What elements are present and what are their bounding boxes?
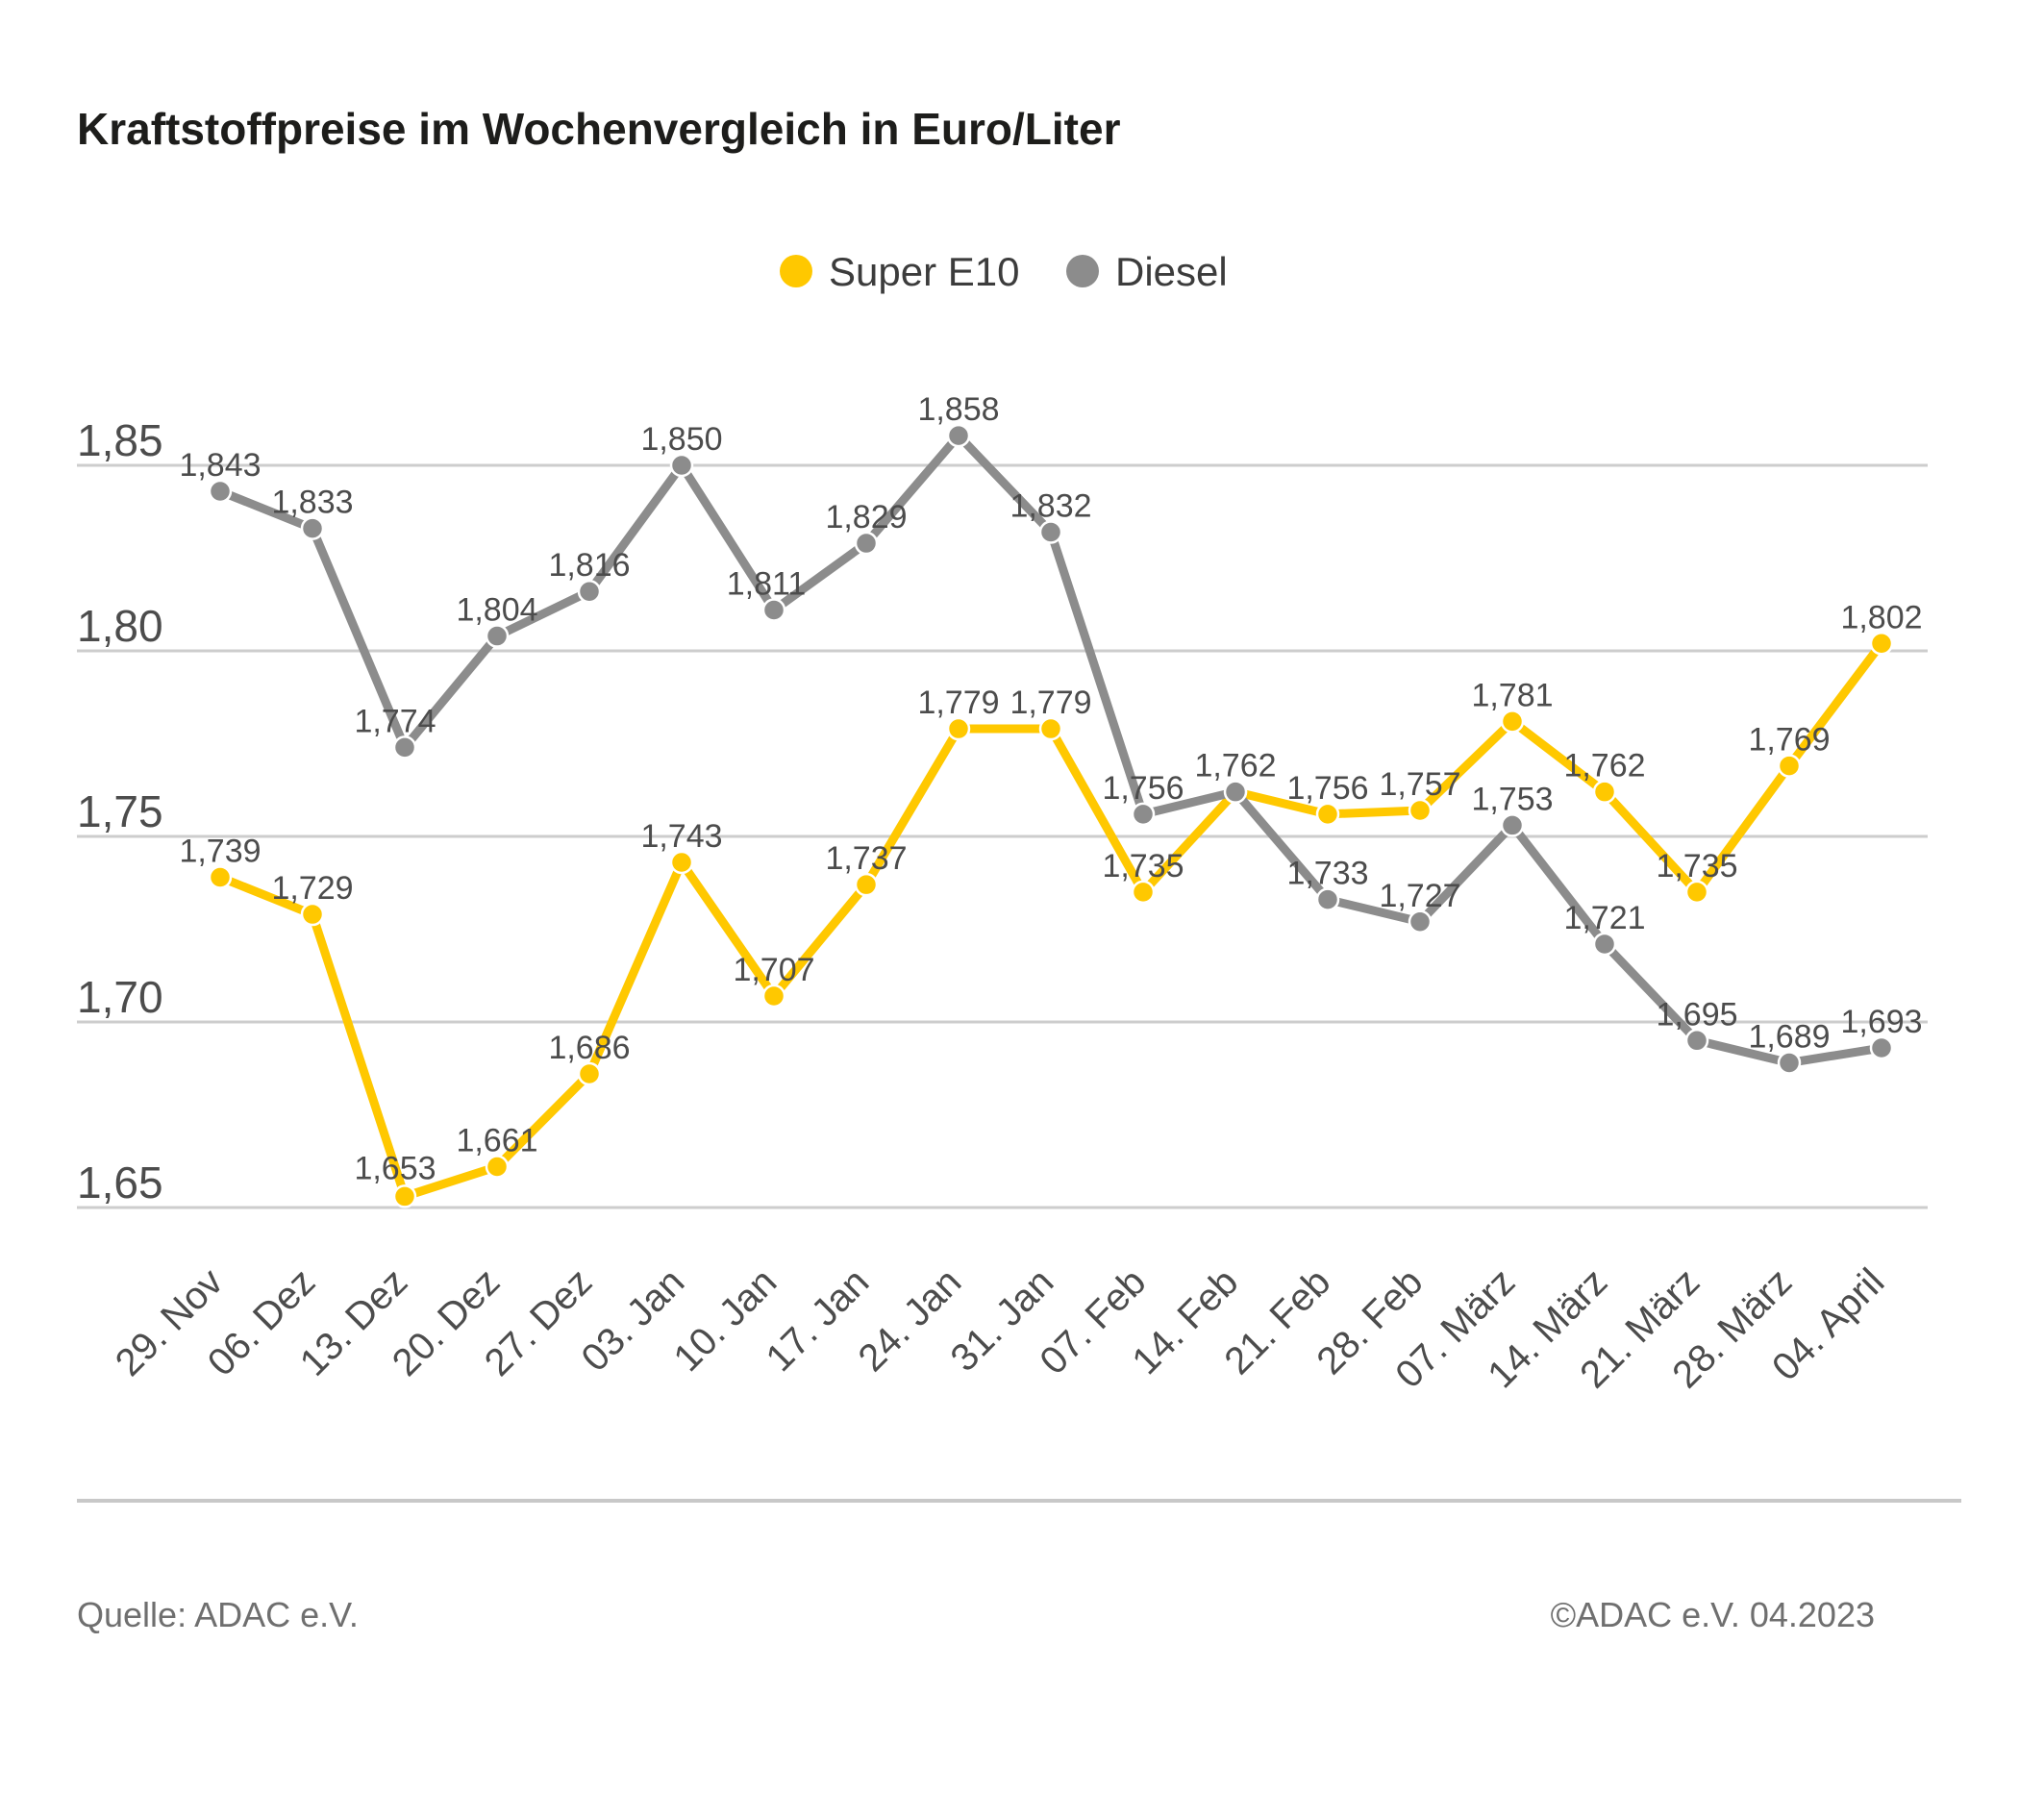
diesel-data-point bbox=[1592, 932, 1617, 957]
y-tick-label: 1,85 bbox=[77, 415, 163, 465]
data-point-label: 1,743 bbox=[640, 818, 722, 855]
diesel-data-point bbox=[1869, 1035, 1894, 1060]
data-point-label: 1,762 bbox=[1194, 748, 1276, 784]
data-point-label: 1,832 bbox=[1010, 487, 1091, 524]
diesel-data-point bbox=[1038, 520, 1063, 544]
super-e10-data-point bbox=[1500, 710, 1525, 734]
y-tick-label: 1,70 bbox=[77, 972, 163, 1022]
data-point-label: 1,739 bbox=[179, 833, 261, 869]
diesel-data-point bbox=[1777, 1051, 1802, 1075]
data-point-label: 1,781 bbox=[1471, 677, 1553, 713]
data-series bbox=[208, 423, 1894, 1208]
y-tick-label: 1,75 bbox=[77, 786, 163, 836]
diesel-data-point bbox=[854, 531, 879, 556]
diesel-marker-icon bbox=[1066, 255, 1099, 287]
super-e10-data-point bbox=[669, 850, 694, 875]
data-point-label: 1,707 bbox=[733, 952, 814, 988]
data-point-label: 1,756 bbox=[1102, 770, 1184, 807]
x-tick-label: 24. Jan bbox=[850, 1260, 969, 1380]
legend: Super E10 Diesel bbox=[780, 249, 1228, 294]
diesel-data-point bbox=[1131, 802, 1156, 827]
data-point-label: 1,829 bbox=[825, 499, 907, 535]
data-point-label: 1,850 bbox=[640, 421, 722, 458]
super-e10-data-point bbox=[208, 865, 233, 889]
data-point-label: 1,686 bbox=[548, 1030, 630, 1066]
diesel-data-point bbox=[946, 423, 971, 448]
diesel-data-point bbox=[577, 579, 602, 604]
data-point-label: 1,802 bbox=[1840, 599, 1922, 635]
super-e10-data-point bbox=[300, 902, 325, 927]
data-point-label: 1,756 bbox=[1286, 770, 1368, 807]
x-tick-label: 03. Jan bbox=[573, 1260, 692, 1380]
super-e10-data-point bbox=[577, 1061, 602, 1086]
x-tick-label: 17. Jan bbox=[758, 1260, 877, 1380]
super-e10-data-point bbox=[1592, 780, 1617, 804]
diesel-data-point bbox=[669, 453, 694, 478]
super-e10-marker-icon bbox=[780, 255, 812, 287]
super-e10-data-point bbox=[1777, 754, 1802, 778]
legend-label-super-e10: Super E10 bbox=[829, 249, 1019, 294]
data-point-label: 1,661 bbox=[456, 1123, 537, 1159]
data-point-label: 1,695 bbox=[1656, 996, 1737, 1033]
diesel-data-point bbox=[1315, 887, 1340, 911]
data-point-label: 1,858 bbox=[917, 391, 999, 428]
data-point-label: 1,769 bbox=[1748, 722, 1830, 759]
data-point-label: 1,804 bbox=[456, 592, 537, 629]
y-axis-tick-labels: 1,85 1,80 1,75 1,70 1,65 bbox=[77, 415, 163, 1208]
y-tick-label: 1,65 bbox=[77, 1158, 163, 1208]
data-point-label: 1,757 bbox=[1379, 766, 1460, 803]
data-point-label: 1,779 bbox=[917, 685, 999, 721]
data-point-label: 1,729 bbox=[271, 870, 353, 907]
super-e10-data-point bbox=[1315, 802, 1340, 827]
super-e10-data-point bbox=[761, 984, 786, 1009]
data-point-label: 1,727 bbox=[1379, 878, 1460, 914]
source-note: Quelle: ADAC e.V. bbox=[77, 1595, 359, 1634]
diesel-data-point bbox=[1500, 813, 1525, 837]
data-point-label: 1,733 bbox=[1286, 856, 1368, 892]
data-point-label: 1,653 bbox=[354, 1150, 436, 1186]
super-e10-data-point bbox=[1131, 880, 1156, 905]
data-point-label: 1,721 bbox=[1563, 900, 1645, 936]
super-e10-data-point bbox=[1038, 716, 1063, 741]
diesel-data-point bbox=[485, 624, 510, 648]
super-e10-data-point bbox=[854, 872, 879, 897]
data-point-label: 1,737 bbox=[825, 840, 907, 877]
super-e10-data-point bbox=[946, 716, 971, 741]
diesel-data-point bbox=[392, 735, 417, 760]
y-tick-label: 1,80 bbox=[77, 601, 163, 651]
data-point-label: 1,762 bbox=[1563, 748, 1645, 784]
legend-label-diesel: Diesel bbox=[1115, 249, 1228, 294]
data-point-label: 1,735 bbox=[1102, 848, 1184, 884]
gridlines bbox=[77, 463, 1928, 1209]
diesel-data-point bbox=[1408, 909, 1433, 934]
diesel-data-point bbox=[300, 516, 325, 540]
data-point-label: 1,811 bbox=[727, 566, 807, 603]
copyright-note: ©ADAC e.V. 04.2023 bbox=[1551, 1595, 1875, 1634]
chart-title: Kraftstoffpreise im Wochenvergleich in E… bbox=[77, 104, 1121, 154]
super-e10-data-point bbox=[485, 1155, 510, 1179]
data-point-label: 1,816 bbox=[548, 547, 630, 584]
data-point-labels: 1,739 1,729 1,653 1,661 1,686 1,743 1,707 1,737… bbox=[179, 391, 1922, 1186]
super-e10-data-point bbox=[1408, 798, 1433, 823]
data-point-label: 1,735 bbox=[1656, 848, 1737, 884]
data-point-label: 1,693 bbox=[1840, 1004, 1922, 1040]
data-point-label: 1,833 bbox=[271, 485, 353, 521]
diesel-data-point bbox=[1684, 1029, 1709, 1053]
data-point-label: 1,753 bbox=[1471, 781, 1553, 817]
diesel-data-point bbox=[761, 598, 786, 622]
super-e10-data-point bbox=[1869, 632, 1894, 656]
super-e10-data-point bbox=[1684, 880, 1709, 905]
x-tick-label: 10. Jan bbox=[665, 1260, 785, 1380]
diesel-data-point bbox=[1223, 780, 1248, 804]
data-point-label: 1,779 bbox=[1010, 685, 1091, 721]
super-e10-data-point bbox=[392, 1184, 417, 1208]
data-point-label: 1,774 bbox=[354, 703, 436, 739]
data-point-label: 1,843 bbox=[179, 447, 261, 484]
diesel-data-point bbox=[208, 479, 233, 504]
data-point-label: 1,689 bbox=[1748, 1018, 1830, 1055]
